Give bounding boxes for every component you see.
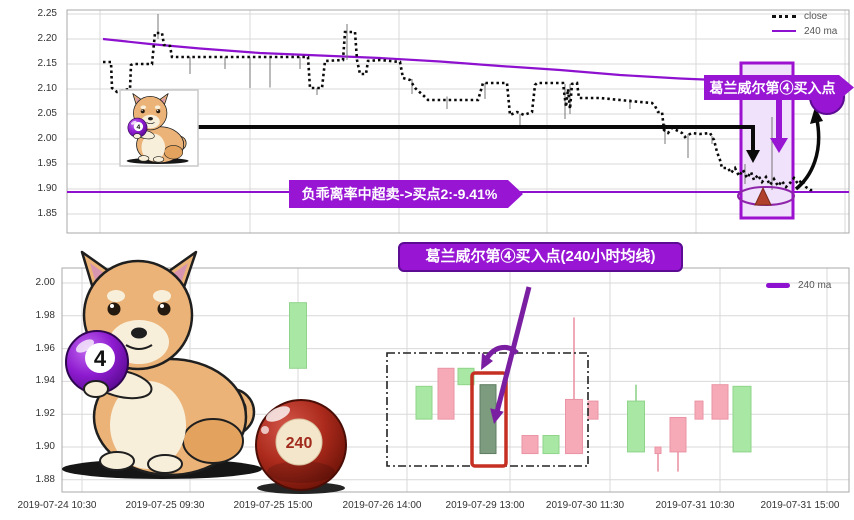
candle-body	[732, 385, 752, 453]
buy-marker-triangle	[754, 186, 772, 206]
bottom-chart-title: 葛兰威尔第④买入点(240小时均线)	[398, 242, 683, 272]
ma-thick-swatch	[766, 282, 790, 288]
hook-arrow	[484, 344, 519, 360]
candle-body	[542, 435, 560, 455]
x-tick-label: 2019-07-31 15:00	[760, 500, 840, 511]
y-tick-label: 1.98	[35, 309, 55, 321]
x-tick-label: 2019-07-31 10:30	[655, 500, 735, 511]
candle-body	[694, 400, 704, 420]
candle-body	[669, 416, 687, 453]
flat-price-elbow-arrow	[150, 125, 755, 152]
y-tick-label: 1.88	[35, 473, 55, 485]
y-tick-label: 2.20	[37, 33, 57, 44]
candle-body	[457, 367, 475, 386]
dash-dot-box	[386, 352, 589, 467]
candle-body	[521, 435, 539, 455]
x-tick-label: 2019-07-25 09:30	[125, 500, 205, 511]
legend-close-label: close	[804, 10, 828, 22]
ball-240-number: 240	[286, 435, 313, 452]
dog-thumbnail	[119, 89, 199, 167]
top-legend: close 240 ma	[772, 10, 837, 40]
billiard-ball-240: 240	[255, 399, 347, 494]
buy-down-arrowhead	[770, 138, 788, 153]
candle-body	[711, 384, 729, 420]
y-tick-label: 2.25	[37, 8, 57, 19]
legend-ma-label: 240 ma	[798, 279, 832, 291]
x-tick-label: 2019-07-29 13:00	[445, 500, 525, 511]
y-tick-label: 2.00	[35, 277, 55, 288]
x-tick-label: 2019-07-26 14:00	[342, 500, 422, 511]
candle-body	[565, 398, 583, 455]
plot-frame	[66, 9, 850, 234]
y-tick-label: 1.90	[37, 183, 57, 194]
legend-ma-label: 240 ma	[804, 25, 838, 37]
x-tick-label: 2019-07-24 10:30	[17, 500, 97, 511]
rebound-arrowhead	[810, 107, 823, 124]
bottom-candle-chart	[61, 267, 850, 493]
highlight-red-box	[470, 371, 508, 468]
candle-body	[587, 400, 599, 420]
x-tick-label: 2019-07-25 15:00	[233, 500, 313, 511]
candle-body	[627, 400, 645, 453]
elbow-arrowhead	[746, 150, 760, 163]
title-pointer-arrowhead	[490, 408, 504, 424]
big-shiba-dog	[60, 250, 264, 481]
close-line	[103, 30, 813, 192]
candle-body	[654, 446, 662, 455]
y-tick-label: 1.94	[35, 375, 55, 387]
y-tick-label: 2.10	[37, 83, 57, 94]
candle-body	[437, 367, 455, 420]
y-tick-label: 1.90	[35, 441, 55, 452]
candle-body	[289, 302, 307, 369]
y-tick-label: 1.92	[35, 408, 55, 420]
ma-line-swatch	[772, 30, 796, 32]
oversold-banner: 负乖离率中超卖->买点2:-9.41%	[289, 180, 523, 208]
granville-buy-banner: 葛兰威尔第④买入点	[704, 75, 854, 100]
y-tick-label: 2.05	[37, 108, 57, 119]
x-tick-label: 2019-07-30 11:30	[545, 500, 625, 511]
y-tick-label: 2.00	[37, 133, 57, 144]
candle-body	[415, 385, 433, 420]
y-tick-label: 1.85	[37, 208, 57, 219]
hook-arrowhead	[481, 353, 493, 370]
close-line-swatch	[772, 14, 796, 18]
y-tick-label: 1.96	[35, 342, 55, 354]
bottom-legend: 240 ma	[766, 279, 831, 294]
y-tick-label: 2.15	[37, 58, 57, 69]
y-tick-label: 1.95	[37, 158, 57, 169]
rebound-curve-arrow	[794, 119, 821, 191]
